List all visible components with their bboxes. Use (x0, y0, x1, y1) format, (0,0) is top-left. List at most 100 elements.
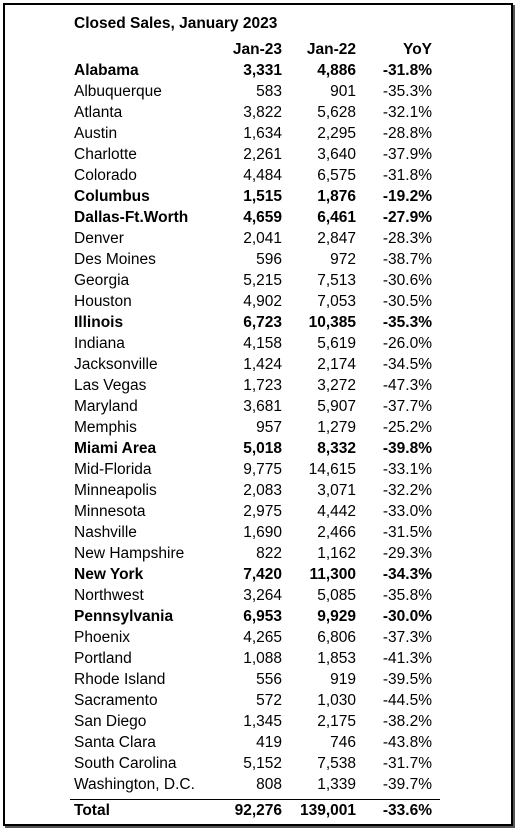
cell: -30.0% (382, 608, 432, 625)
cell: 419 (256, 734, 282, 751)
cell: 6,953 (243, 608, 282, 625)
cell: 5,628 (317, 104, 356, 121)
cell: -38.7% (382, 251, 432, 268)
cell: 3,681 (243, 398, 282, 415)
cell: 5,152 (243, 755, 282, 772)
row-name: Austin (74, 125, 118, 142)
cell: -38.2% (382, 713, 432, 730)
cell: 1,634 (243, 125, 282, 142)
row-name: New Hampshire (74, 545, 185, 562)
cell: 2,261 (243, 146, 282, 163)
cell: 3,331 (243, 62, 282, 79)
row-name: Portland (74, 650, 132, 667)
cell: -29.3% (382, 545, 432, 562)
cell: -34.5% (382, 356, 432, 373)
row-name: Pennsylvania (74, 608, 174, 625)
row-name: New York (74, 566, 144, 583)
cell: 1,162 (317, 545, 356, 562)
cell: 1,424 (243, 356, 282, 373)
column-header: YoY (403, 41, 432, 58)
cell: 2,975 (243, 503, 282, 520)
cell: 5,215 (243, 272, 282, 289)
row-name: Minnesota (74, 503, 146, 520)
cell: 3,264 (243, 587, 282, 604)
row-name: Jacksonville (74, 356, 158, 373)
cell: -41.3% (382, 650, 432, 667)
column-header: Jan-23 (232, 41, 282, 58)
row-name: Des Moines (74, 251, 156, 268)
row-name: Dallas-Ft.Worth (74, 209, 189, 226)
cell: -33.6% (382, 802, 432, 819)
cell: 7,053 (317, 293, 356, 310)
table-title: Closed Sales, January 2023 (74, 15, 278, 32)
cell: 1,723 (243, 377, 282, 394)
cell: 9,929 (317, 608, 356, 625)
row-name: Atlanta (74, 104, 123, 121)
cell: 3,272 (317, 377, 356, 394)
cell: 7,513 (317, 272, 356, 289)
row-name: Sacramento (74, 692, 158, 709)
cell: 2,295 (317, 125, 356, 142)
row-name: Washington, D.C. (74, 776, 195, 793)
cell: -39.7% (382, 776, 432, 793)
row-name: Mid-Florida (74, 461, 152, 478)
row-name: Georgia (74, 272, 130, 289)
cell: -33.0% (382, 503, 432, 520)
cell: 746 (330, 734, 356, 751)
cell: 7,538 (317, 755, 356, 772)
cell: 4,265 (243, 629, 282, 646)
row-name: Houston (74, 293, 132, 310)
cell: 6,806 (317, 629, 356, 646)
cell: 92,276 (234, 802, 282, 819)
row-name: Colorado (74, 167, 137, 184)
cell: 4,442 (317, 503, 356, 520)
cell: 2,083 (243, 482, 282, 499)
cell: -39.8% (382, 440, 432, 457)
row-name: Rhode Island (74, 671, 166, 688)
cell: -26.0% (382, 335, 432, 352)
cell: -37.9% (382, 146, 432, 163)
cell: 808 (256, 776, 282, 793)
row-name: Nashville (74, 524, 137, 541)
cell: 2,041 (243, 230, 282, 247)
cell: -32.1% (382, 104, 432, 121)
cell: 2,175 (317, 713, 356, 730)
row-name: Memphis (74, 419, 137, 436)
cell: 556 (256, 671, 282, 688)
cell: 14,615 (308, 461, 356, 478)
row-name: Miami Area (74, 440, 157, 457)
cell: -39.5% (382, 671, 432, 688)
cell: 3,071 (317, 482, 356, 499)
column-header: Jan-22 (306, 41, 356, 58)
cell: 8,332 (317, 440, 356, 457)
row-name: San Diego (74, 713, 147, 730)
cell: -31.7% (382, 755, 432, 772)
cell: -27.9% (382, 209, 432, 226)
row-name: Minneapolis (74, 482, 157, 499)
cell: -30.5% (382, 293, 432, 310)
row-name: Albuquerque (74, 83, 162, 100)
row-name: Alabama (74, 62, 139, 79)
cell: -34.3% (382, 566, 432, 583)
cell: 583 (256, 83, 282, 100)
row-name: Las Vegas (74, 377, 147, 394)
cell: 1,088 (243, 650, 282, 667)
cell: -28.8% (382, 125, 432, 142)
cell: 972 (330, 251, 356, 268)
row-name: Columbus (74, 188, 150, 205)
cell: -25.2% (382, 419, 432, 436)
row-name: Illinois (74, 314, 124, 331)
cell: 1,339 (317, 776, 356, 793)
cell: 4,902 (243, 293, 282, 310)
cell: -37.3% (382, 629, 432, 646)
cell: 2,847 (317, 230, 356, 247)
row-name: Northwest (74, 587, 144, 604)
cell: 1,279 (317, 419, 356, 436)
cell: 139,001 (299, 802, 356, 819)
cell: 4,886 (317, 62, 356, 79)
cell: -19.2% (382, 188, 432, 205)
cell: 4,484 (243, 167, 282, 184)
total-rule (70, 799, 440, 800)
cell: 1,030 (317, 692, 356, 709)
